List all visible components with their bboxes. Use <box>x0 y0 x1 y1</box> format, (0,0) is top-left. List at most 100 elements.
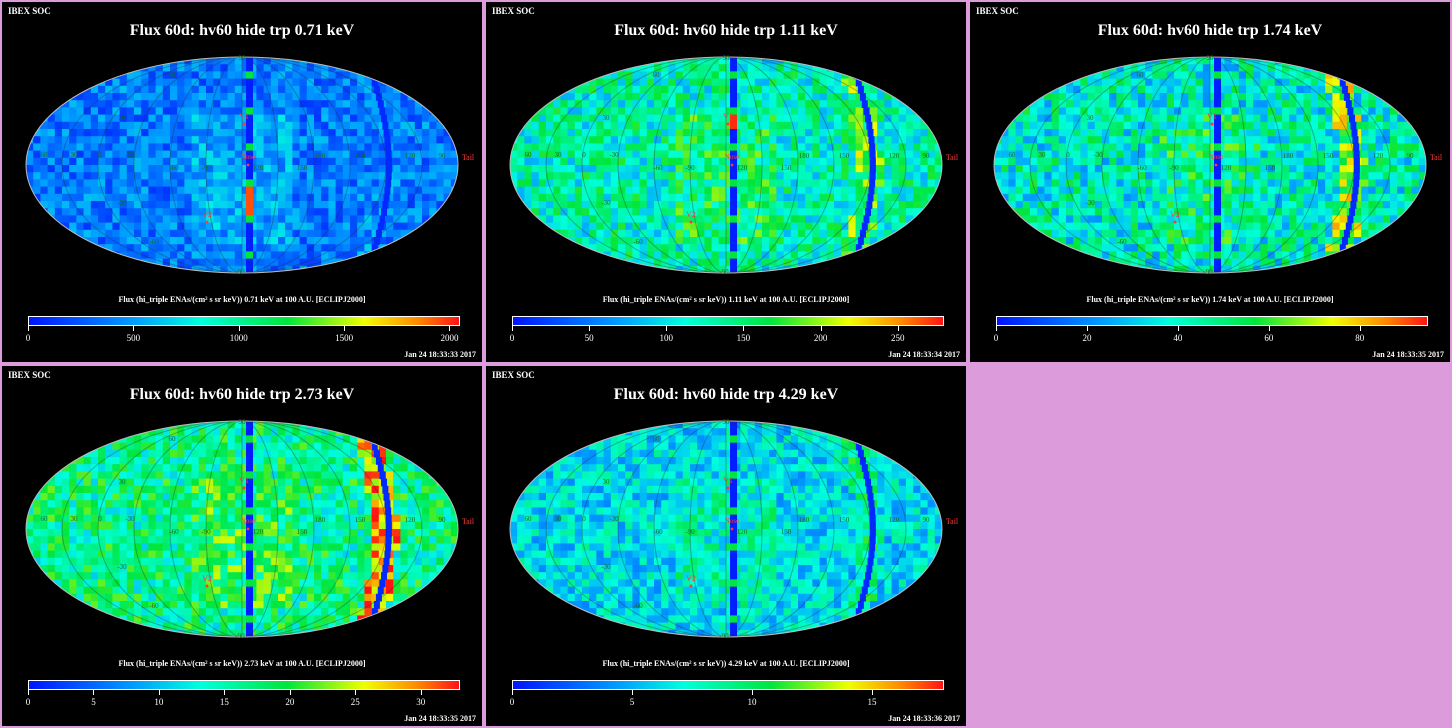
flux-pixel <box>350 265 358 273</box>
flux-pixel <box>1102 222 1110 231</box>
flux-pixel <box>1231 193 1240 202</box>
flux-pixel <box>1166 258 1175 267</box>
flux-pixel <box>407 186 416 195</box>
flux-pixel <box>292 143 301 152</box>
flux-pixel <box>834 193 842 202</box>
flux-pixel <box>206 179 214 188</box>
flux-pixel <box>798 143 806 152</box>
flux-pixel <box>625 201 633 209</box>
flux-pixel <box>141 71 149 80</box>
flux-pixel <box>639 186 648 195</box>
flux-pixel <box>776 93 785 101</box>
flux-pixel <box>306 157 315 166</box>
flux-pixel <box>1260 143 1269 152</box>
flux-pixel <box>1058 150 1067 159</box>
flux-pixel <box>69 85 77 94</box>
flux-pixel <box>213 193 221 202</box>
flux-pixel <box>625 136 633 144</box>
flux-pixel <box>112 244 121 252</box>
flux-pixel <box>429 229 437 238</box>
flux-pixel <box>234 244 243 252</box>
flux-pixel <box>400 129 409 137</box>
flux-pixel <box>934 100 942 108</box>
flux-pixel <box>198 186 207 195</box>
flux-pixel <box>242 244 250 252</box>
flux-pixel <box>1130 129 1139 137</box>
flux-pixel <box>76 121 85 130</box>
flux-pixel <box>790 121 799 130</box>
flux-pixel <box>560 251 569 260</box>
flux-pixel <box>517 251 525 260</box>
flux-pixel <box>834 85 842 94</box>
flux-pixel <box>994 258 1002 267</box>
flux-pixel <box>1015 201 1024 209</box>
flux-pixel <box>747 157 756 166</box>
flux-pixel <box>661 107 669 116</box>
flux-pixel <box>407 222 416 231</box>
flux-pixel <box>1044 121 1053 130</box>
flux-pixel <box>589 143 597 152</box>
flux-pixel <box>306 165 315 173</box>
flux-pixel <box>646 100 655 108</box>
flux-pixel <box>618 107 626 116</box>
flux-pixel <box>69 71 77 80</box>
flux-pixel <box>517 222 525 231</box>
flux-pixel <box>994 201 1002 209</box>
flux-pixel <box>206 136 214 144</box>
flux-pixel <box>805 165 813 173</box>
flux-pixel <box>54 78 63 87</box>
flux-pixel <box>697 136 705 144</box>
flux-pixel <box>198 265 207 273</box>
flux-pixel <box>1087 179 1096 188</box>
flux-pixel <box>1181 193 1189 202</box>
flux-pixel <box>54 186 63 195</box>
flux-pixel <box>285 193 293 202</box>
flux-pixel <box>443 222 452 231</box>
flux-pixel <box>1159 93 1168 101</box>
flux-pixel <box>306 107 315 116</box>
flux-pixel <box>242 215 250 224</box>
flux-pixel <box>400 64 409 72</box>
flux-pixel <box>414 93 423 101</box>
flux-pixel <box>306 64 315 72</box>
flux-pixel <box>891 71 900 80</box>
flux-pixel <box>393 222 401 231</box>
flux-pixel <box>450 215 458 224</box>
flux-pixel <box>740 265 749 273</box>
flux-pixel <box>994 129 1002 137</box>
flux-pixel <box>1080 129 1089 137</box>
flux-pixel <box>877 165 885 173</box>
flux-pixel <box>414 114 423 123</box>
flux-pixel <box>177 172 185 180</box>
flux-pixel <box>538 93 547 101</box>
flux-pixel <box>234 258 243 267</box>
flux-pixel <box>234 157 243 166</box>
flux-pixel <box>682 179 691 188</box>
flux-pixel <box>1073 78 1081 87</box>
flux-pixel <box>582 150 590 159</box>
flux-pixel <box>386 121 394 130</box>
flux-pixel <box>407 114 416 123</box>
flux-pixel <box>429 165 437 173</box>
flux-pixel <box>994 100 1002 108</box>
flux-pixel <box>263 71 272 80</box>
flux-pixel <box>162 258 171 267</box>
flux-pixel <box>862 251 871 260</box>
flux-pixel <box>335 136 344 144</box>
flux-pixel <box>314 222 322 231</box>
flux-pixel <box>740 78 749 87</box>
flux-pixel <box>1001 215 1009 224</box>
flux-pixel <box>162 85 171 94</box>
flux-pixel <box>661 208 669 216</box>
flux-pixel <box>1267 100 1276 108</box>
flux-pixel <box>1073 244 1081 252</box>
flux-pixel <box>877 64 885 72</box>
flux-pixel <box>26 93 34 101</box>
flux-pixel <box>1008 165 1017 173</box>
flux-pixel <box>524 129 533 137</box>
flux-pixel <box>862 265 871 273</box>
flux-pixel <box>517 179 525 188</box>
flux-pixel <box>443 258 452 267</box>
flux-pixel <box>220 186 229 195</box>
flux-pixel <box>90 93 99 101</box>
